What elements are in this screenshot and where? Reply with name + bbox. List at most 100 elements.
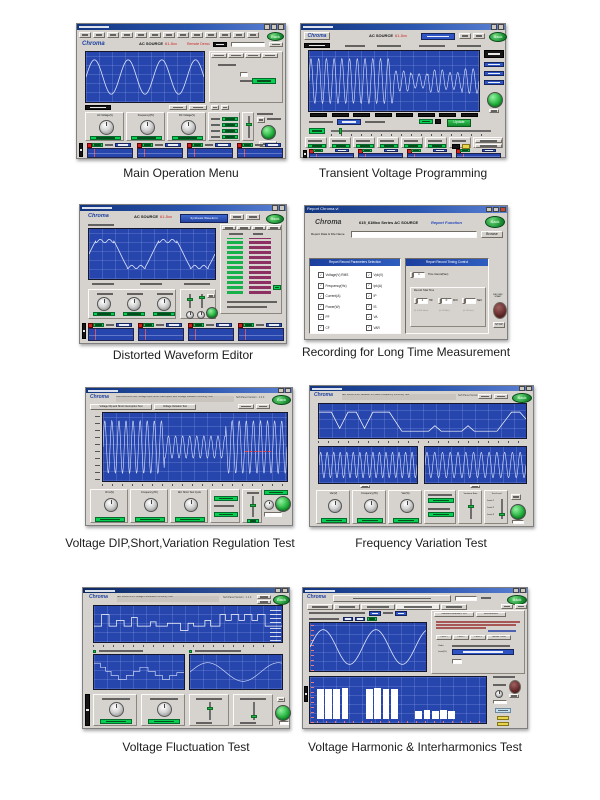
minimize-button[interactable] bbox=[513, 588, 519, 593]
level-values-strip[interactable] bbox=[452, 649, 514, 655]
hr-value[interactable]: 1 bbox=[417, 298, 428, 304]
value-field[interactable] bbox=[100, 719, 132, 724]
toggle-field[interactable] bbox=[435, 119, 441, 124]
page-button[interactable] bbox=[221, 105, 229, 110]
save-button[interactable] bbox=[230, 214, 244, 220]
scroll-button[interactable] bbox=[360, 485, 370, 488]
value-field[interactable] bbox=[93, 312, 115, 316]
hr-spinner[interactable] bbox=[414, 298, 417, 304]
deg-field[interactable] bbox=[264, 512, 282, 517]
on-deg-field[interactable] bbox=[264, 490, 288, 495]
toolbar-button[interactable] bbox=[121, 32, 133, 38]
checkbox-voltage-v-rms[interactable]: ✓ Voltage(V) RMS bbox=[318, 270, 360, 281]
value-field[interactable] bbox=[321, 518, 347, 523]
report-button[interactable] bbox=[501, 604, 513, 609]
back-button[interactable]: Back bbox=[266, 214, 284, 224]
segment-field[interactable] bbox=[309, 128, 325, 134]
order-field[interactable] bbox=[355, 617, 365, 621]
print-button[interactable] bbox=[257, 600, 271, 604]
back-button[interactable]: Back bbox=[272, 395, 291, 405]
slider-track[interactable] bbox=[470, 499, 472, 519]
browse-button[interactable]: Browse bbox=[481, 231, 503, 238]
sec-spinner[interactable] bbox=[462, 298, 465, 304]
toolbar-button[interactable] bbox=[191, 32, 203, 38]
minimize-button[interactable] bbox=[264, 24, 270, 30]
frequency-knob[interactable] bbox=[157, 702, 172, 717]
value-field[interactable] bbox=[172, 136, 203, 140]
slider-thumb[interactable] bbox=[207, 707, 213, 710]
close-button[interactable] bbox=[500, 206, 506, 213]
sec-value[interactable] bbox=[465, 298, 476, 304]
slider-track[interactable] bbox=[189, 294, 191, 308]
titlebar[interactable]: Report Chroma.vi bbox=[305, 206, 507, 213]
slider-track[interactable] bbox=[501, 499, 503, 519]
checkbox-frequency-hz-[interactable]: ✓ Frequency(Hz) bbox=[318, 281, 360, 292]
test-cycle-knob[interactable] bbox=[184, 498, 198, 512]
settings-tab[interactable] bbox=[262, 53, 278, 58]
dip-cycle-field[interactable] bbox=[214, 496, 238, 501]
harmonics-tab[interactable] bbox=[222, 226, 236, 230]
order-spinner[interactable] bbox=[452, 659, 462, 664]
minimize-button[interactable] bbox=[491, 24, 497, 30]
load-button[interactable] bbox=[269, 42, 283, 47]
value-field[interactable] bbox=[90, 136, 121, 140]
value-field[interactable] bbox=[123, 312, 145, 316]
checkbox-power-w-[interactable]: ✓ Power(W) bbox=[318, 302, 360, 313]
stop-button[interactable]: STOP bbox=[493, 322, 505, 328]
min-spinner[interactable] bbox=[438, 298, 441, 304]
thd-field[interactable] bbox=[273, 285, 281, 290]
toolbar-button[interactable] bbox=[107, 32, 119, 38]
value-field[interactable] bbox=[393, 518, 419, 523]
slider-thumb[interactable] bbox=[187, 298, 193, 301]
toolbar-button[interactable] bbox=[205, 32, 217, 38]
file-name-input[interactable] bbox=[351, 231, 477, 238]
checkbox-vpk-v-[interactable]: ✓ Vpk(V) bbox=[366, 270, 398, 281]
tab-interharmonics[interactable]: Interharmonics bbox=[476, 612, 506, 617]
close-button[interactable] bbox=[282, 588, 288, 593]
exit-button[interactable] bbox=[246, 214, 260, 220]
meister-curve-button[interactable]: Meister Curve bbox=[487, 635, 511, 640]
param-field[interactable] bbox=[308, 144, 326, 148]
test-tab[interactable] bbox=[334, 604, 360, 610]
file-input[interactable] bbox=[231, 42, 265, 47]
report-button[interactable] bbox=[257, 595, 271, 599]
flic-toggle[interactable] bbox=[277, 697, 285, 702]
class-1-button[interactable]: Class 1 bbox=[436, 635, 452, 640]
value-field[interactable] bbox=[148, 719, 180, 724]
checkbox-var[interactable]: ✓ VAR bbox=[366, 323, 398, 334]
page-button[interactable] bbox=[211, 105, 219, 110]
back-button[interactable]: Back bbox=[489, 32, 507, 42]
class-2-button[interactable]: Class 2 bbox=[453, 635, 469, 640]
slider-thumb[interactable] bbox=[251, 715, 257, 718]
mode-field[interactable] bbox=[419, 119, 433, 124]
apply-button[interactable] bbox=[206, 307, 218, 319]
vac-knob[interactable] bbox=[328, 499, 342, 513]
slider-track[interactable] bbox=[248, 116, 250, 138]
record-start-button[interactable] bbox=[493, 302, 507, 319]
titlebar[interactable] bbox=[301, 24, 505, 30]
exit-button[interactable] bbox=[494, 394, 508, 399]
phase-knob[interactable] bbox=[157, 297, 171, 311]
update-button[interactable]: Update bbox=[447, 119, 471, 127]
small-button[interactable] bbox=[509, 694, 519, 698]
step-time-field[interactable] bbox=[495, 708, 511, 713]
maximize-button[interactable] bbox=[493, 206, 499, 213]
value-field[interactable] bbox=[131, 136, 162, 140]
titlebar[interactable] bbox=[80, 205, 286, 211]
f-fund-field[interactable] bbox=[395, 611, 407, 616]
step-button[interactable] bbox=[511, 494, 521, 500]
synthesis-knob[interactable] bbox=[197, 311, 205, 319]
toolbar-button[interactable] bbox=[233, 32, 245, 38]
vac-pct-knob[interactable] bbox=[400, 499, 414, 513]
param-field[interactable] bbox=[380, 144, 398, 148]
param-field[interactable] bbox=[428, 144, 446, 148]
back-button[interactable]: Back bbox=[273, 595, 290, 605]
inject-freq-field[interactable] bbox=[493, 700, 507, 704]
toolbar-button[interactable] bbox=[219, 32, 231, 38]
harmonics-tab[interactable] bbox=[252, 226, 266, 230]
report-button[interactable] bbox=[478, 394, 492, 399]
toolbar-button[interactable] bbox=[247, 32, 259, 38]
titlebar[interactable] bbox=[310, 386, 533, 391]
level-field[interactable] bbox=[247, 519, 259, 523]
tab-variation[interactable]: Voltage Variation Test bbox=[154, 404, 196, 410]
